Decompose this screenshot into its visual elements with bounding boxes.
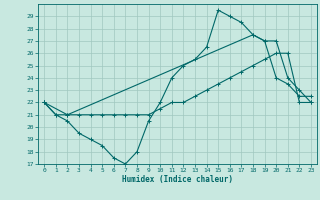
X-axis label: Humidex (Indice chaleur): Humidex (Indice chaleur)	[122, 175, 233, 184]
